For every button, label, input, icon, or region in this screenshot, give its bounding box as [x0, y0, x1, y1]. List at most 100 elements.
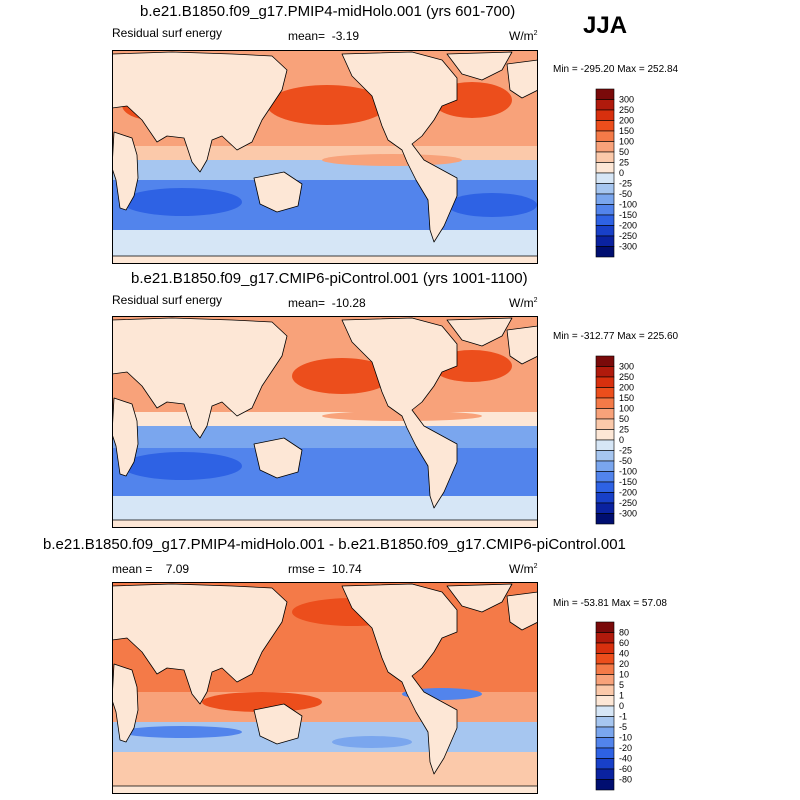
p3-land-europe — [506, 591, 538, 631]
colorbar-1-swatch-8 — [595, 172, 615, 184]
colorbar-2-swatch-5 — [595, 408, 615, 420]
colorbar-3-swatch-8 — [595, 705, 615, 717]
panel-1-units-sup: 2 — [533, 30, 538, 37]
p2-blob-1 — [292, 358, 392, 394]
colorbar-2-swatch-2 — [595, 376, 615, 388]
colorbar-3-label-1: 60 — [619, 638, 629, 648]
season-label: JJA — [583, 12, 628, 39]
p1-blob-6 — [322, 154, 462, 166]
colorbar-1-swatch-15 — [595, 246, 615, 258]
colorbar-3-label-3: 20 — [619, 659, 629, 669]
p1-blob-5 — [447, 193, 537, 217]
colorbar-2-label-13: -250 — [619, 498, 637, 508]
p1-land-europe — [506, 59, 538, 99]
colorbar-3-label-10: -10 — [619, 733, 632, 743]
panel-2-minmax: Min = -312.77 Max = 225.60 — [553, 331, 679, 342]
panel-2-mean: mean= -10.28 — [288, 296, 366, 310]
colorbar-2-label-4: 100 — [619, 404, 634, 414]
colorbar-3-swatch-12 — [595, 747, 615, 759]
colorbar-3-swatch-2 — [595, 642, 615, 654]
colorbar-3-swatch-3 — [595, 653, 615, 665]
panel-1-colorbar: 30025020015010050250-25-50-100-150-200-2… — [595, 88, 637, 258]
colorbar-2-label-12: -200 — [619, 488, 637, 498]
colorbar-2-label-3: 150 — [619, 393, 634, 403]
panel-2-title: b.e21.B1850.f09_g17.CMIP6-piControl.001 … — [131, 270, 528, 287]
panel-1-map — [112, 50, 538, 264]
colorbar-2-swatch-15 — [595, 513, 615, 525]
colorbar-2-label-2: 200 — [619, 383, 634, 393]
panel-1-mean: mean= -3.19 — [288, 29, 359, 43]
p1-land-africa — [112, 131, 139, 211]
colorbar-1-swatch-7 — [595, 162, 615, 174]
colorbar-1-swatch-13 — [595, 225, 615, 237]
panel-1-units-text: W/m — [509, 29, 534, 43]
colorbar-3-label-0: 80 — [619, 628, 629, 638]
colorbar-1-swatch-12 — [595, 214, 615, 226]
colorbar-1-label-3: 150 — [619, 126, 634, 136]
p3-frame — [112, 582, 538, 794]
colorbar-1-label-9: -50 — [619, 189, 632, 199]
panel-2-mean-label: mean= — [288, 296, 326, 310]
panel-2-colorbar: 30025020015010050250-25-50-100-150-200-2… — [595, 355, 637, 525]
colorbar-3-swatch-14 — [595, 768, 615, 780]
panel-3-rmse-label: rmse = — [288, 562, 326, 576]
colorbar-1-label-4: 100 — [619, 137, 634, 147]
p2-land-australia — [253, 437, 303, 479]
colorbar-1-label-1: 250 — [619, 105, 634, 115]
colorbar-2-swatch-7 — [595, 429, 615, 441]
colorbar-2-label-8: -25 — [619, 446, 632, 456]
colorbar-2-swatch-1 — [595, 366, 615, 378]
colorbar-3-label-4: 10 — [619, 670, 629, 680]
colorbar-2-label-6: 25 — [619, 425, 629, 435]
panel-3-rmse-value: 10.74 — [331, 562, 362, 576]
panel-1-mean-value: -3.19 — [331, 29, 360, 43]
colorbar-2-label-9: -50 — [619, 456, 632, 466]
panel-3-mean-label: mean = — [112, 562, 153, 576]
p1-field-tropics — [112, 146, 538, 160]
colorbar-2-swatch-12 — [595, 481, 615, 493]
colorbar-2-label-0: 300 — [619, 362, 634, 372]
panel-2-units: W/m2 — [509, 296, 538, 310]
colorbar-3-swatch-10 — [595, 726, 615, 738]
panel-3-units: W/m2 — [509, 562, 538, 576]
colorbar-1-swatch-4 — [595, 130, 615, 142]
colorbar-2-label-10: -100 — [619, 467, 637, 477]
panel-3-mean: mean = 7.09 — [112, 562, 189, 576]
colorbar-2-swatch-11 — [595, 471, 615, 483]
p1-field-south-a — [112, 160, 538, 180]
colorbar-1-swatch-14 — [595, 235, 615, 247]
panel-1-minmax: Min = -295.20 Max = 252.84 — [553, 64, 679, 75]
colorbar-1-swatch-6 — [595, 151, 615, 163]
p3-land-antarctica — [112, 785, 538, 794]
colorbar-1-label-14: -300 — [619, 242, 637, 252]
panel-3-mean-value: 7.09 — [165, 562, 190, 576]
p1-frame — [112, 50, 538, 264]
colorbar-1-label-13: -250 — [619, 231, 637, 241]
panel-2-units-text: W/m — [509, 296, 534, 310]
panel-3-rmse: rmse = 10.74 — [288, 562, 362, 576]
panel-1-units: W/m2 — [509, 29, 538, 43]
colorbar-3-label-6: 1 — [619, 691, 624, 701]
colorbar-1-label-2: 200 — [619, 116, 634, 126]
colorbar-1-swatch-11 — [595, 204, 615, 216]
panel-2-units-sup: 2 — [533, 297, 538, 304]
colorbar-2-swatch-3 — [595, 387, 615, 399]
colorbar-2-swatch-13 — [595, 492, 615, 504]
p3-land-eurasia — [112, 583, 288, 705]
panel-3-map — [112, 582, 538, 794]
p1-blob-4 — [122, 188, 242, 216]
p2-land-greenland — [446, 317, 513, 347]
colorbar-1-label-7: 0 — [619, 168, 624, 178]
colorbar-3-label-2: 40 — [619, 649, 629, 659]
panel-1-mean-label: mean= — [288, 29, 326, 43]
p2-land-americas — [341, 317, 458, 509]
p2-field-south-a — [112, 426, 538, 448]
colorbar-3-label-9: -5 — [619, 722, 627, 732]
p1-land-australia — [253, 171, 303, 213]
colorbar-2-swatch-4 — [595, 397, 615, 409]
p2-land-eurasia — [112, 317, 288, 439]
colorbar-3-swatch-9 — [595, 716, 615, 728]
colorbar-2-label-14: -300 — [619, 509, 637, 519]
colorbar-1-swatch-0 — [595, 88, 615, 100]
